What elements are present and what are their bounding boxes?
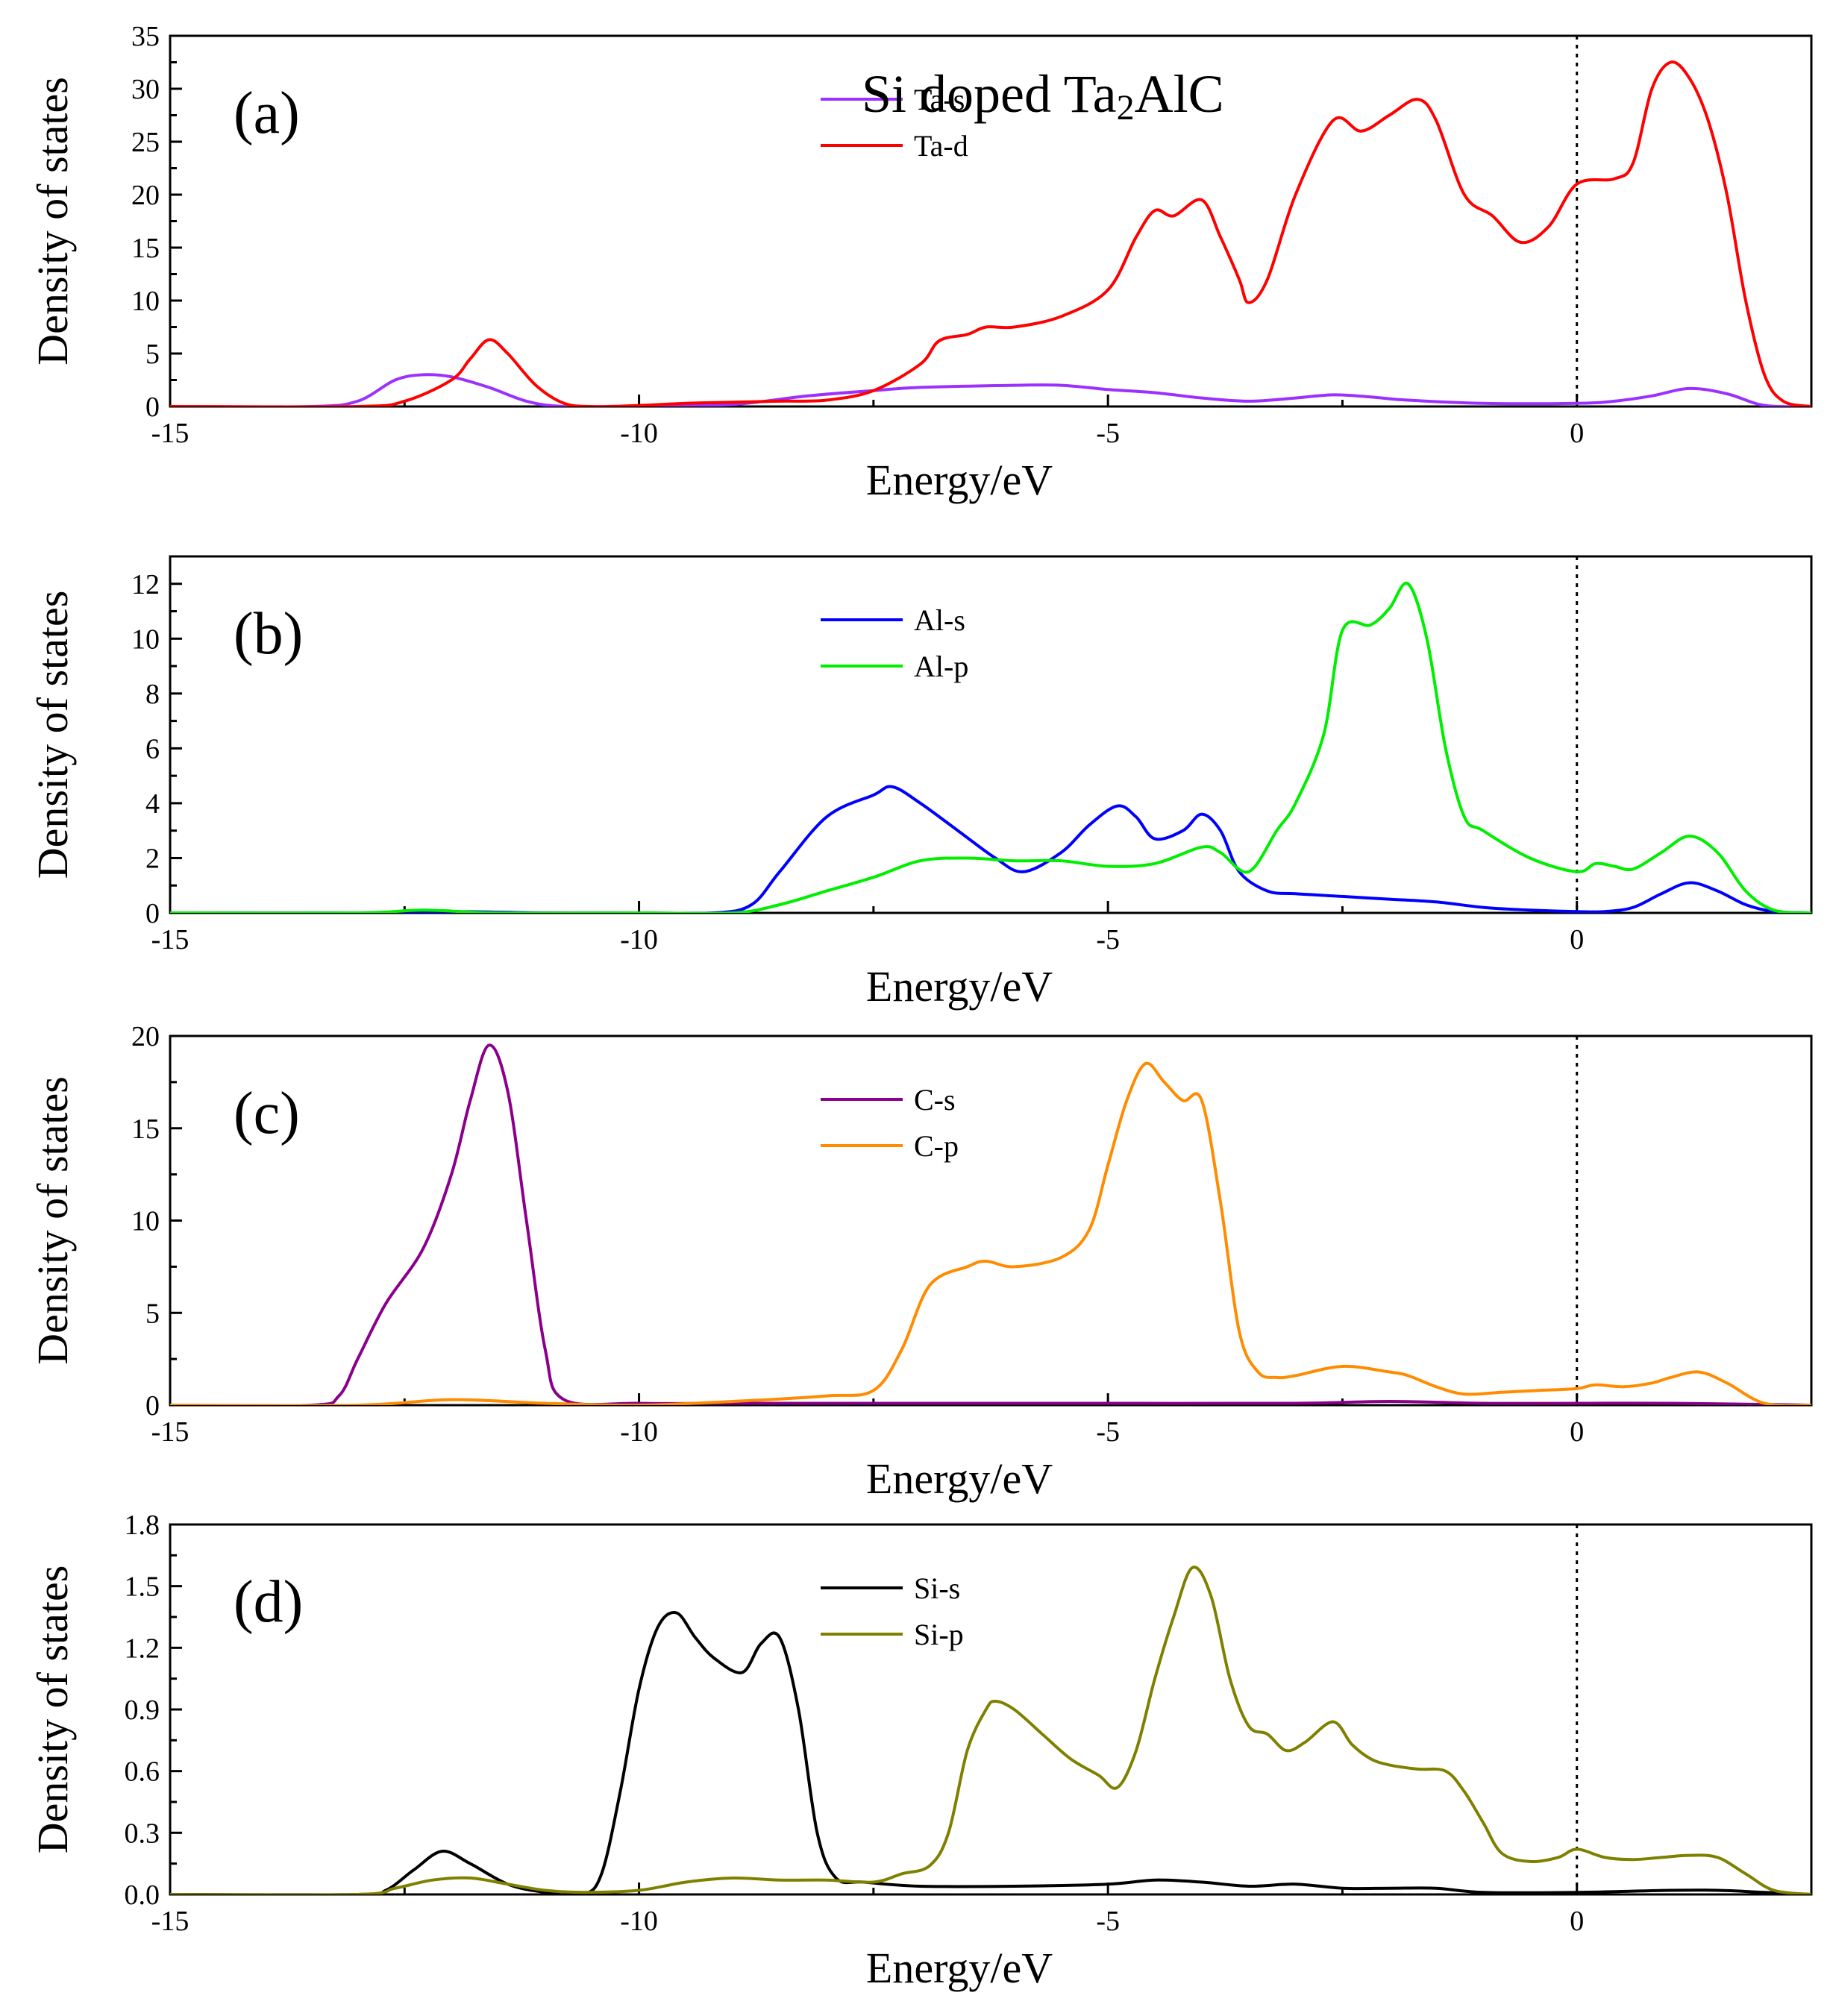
series-line-c-p: [170, 1061, 1811, 1405]
y-tick-label: 20: [131, 1021, 160, 1052]
y-axis-title: Density of states: [28, 1566, 77, 1854]
x-tick-label: -5: [1096, 924, 1120, 955]
x-tick-label: -10: [620, 924, 658, 955]
legend-label-al-s: Al-s: [914, 603, 965, 637]
panel-b: -15 -10 -5 0 0 2 4 6 8 10 12 Al-s Al-p (b) Energy/eV De…: [28, 555, 1813, 1011]
y-axis-title: Density of states: [28, 591, 77, 879]
figure-title: Si doped Ta2AlC: [862, 64, 1224, 128]
series-line-c-s: [170, 1043, 1811, 1405]
y-tick-label: 10: [131, 286, 160, 317]
legend-label-ta-d: Ta-d: [914, 129, 968, 163]
x-tick-label: -5: [1096, 1906, 1120, 1937]
x-axis-title: Energy/eV: [866, 456, 1053, 504]
y-tick-label: 0.6: [125, 1756, 160, 1788]
y-tick-label: 10: [131, 624, 160, 655]
y-tick-label: 35: [131, 21, 160, 52]
legend-label-c-p: C-p: [914, 1129, 959, 1163]
y-tick-label: 0.3: [125, 1818, 160, 1849]
y-tick-label: 1.5: [125, 1571, 160, 1603]
x-tick-label: -15: [151, 418, 189, 449]
legend-label-si-p: Si-p: [914, 1618, 964, 1651]
y-axis-title: Density of states: [28, 1076, 77, 1365]
y-tick-label: 0: [145, 898, 160, 929]
panel-label: (c): [234, 1081, 300, 1146]
y-tick-label: 1.8: [125, 1510, 160, 1541]
y-tick-label: 25: [131, 127, 160, 158]
series-line-si-p: [170, 1566, 1811, 1894]
panel-label: (b): [234, 601, 303, 667]
x-tick-label: -5: [1096, 418, 1120, 449]
y-axis-title: Density of states: [28, 77, 77, 365]
y-tick-label: 5: [145, 1298, 160, 1329]
y-tick-label: 4: [145, 788, 160, 820]
y-tick-label: 0: [145, 392, 160, 423]
y-tick-label: 0: [145, 1390, 160, 1422]
x-tick-label: -10: [620, 1416, 658, 1448]
y-tick-label: 30: [131, 74, 160, 105]
x-tick-label: -15: [151, 1906, 189, 1937]
x-tick-label: 0: [1570, 1906, 1584, 1937]
x-tick-label: -15: [151, 1416, 189, 1448]
legend-label-al-p: Al-p: [914, 650, 968, 683]
y-tick-label: 1.2: [125, 1633, 160, 1664]
series-line-ta-d: [170, 60, 1811, 406]
y-tick-label: 0.9: [125, 1695, 160, 1726]
series-line-ta-s: [170, 373, 1811, 406]
panel-label: (d): [234, 1569, 303, 1635]
x-tick-label: 0: [1570, 924, 1584, 955]
plot-frame: [169, 555, 1813, 914]
figure-title-subscript: 2: [1117, 88, 1135, 128]
legend-label-si-s: Si-s: [914, 1571, 960, 1605]
x-tick-label: -10: [620, 1906, 658, 1937]
panel-c: -15 -10 -5 0 0 5 10 15 20 C-s C-p (c) Energy/eV Densi…: [28, 1021, 1813, 1503]
y-tick-label: 12: [131, 569, 160, 600]
y-tick-label: 15: [131, 233, 160, 264]
plot-frame: [169, 1034, 1813, 1407]
y-tick-label: 20: [131, 180, 160, 211]
y-tick-label: 6: [145, 733, 160, 764]
x-tick-label: -15: [151, 924, 189, 955]
y-tick-label: 10: [131, 1206, 160, 1237]
panel-d: -15 -10 -5 0 0.0 0.3 0.6 0.9 1.2 1.5 1.8 Si-s Si-p (d…: [28, 1510, 1813, 1992]
y-tick-label: 15: [131, 1114, 160, 1145]
figure-title-suffix: AlC: [1135, 64, 1224, 124]
x-axis-title: Energy/eV: [866, 1944, 1053, 1992]
panel-label: (a): [234, 81, 300, 146]
plot-frame: [169, 1523, 1813, 1896]
x-tick-label: 0: [1570, 1416, 1584, 1448]
series-line-al-s: [170, 785, 1811, 913]
x-axis-title: Energy/eV: [866, 962, 1053, 1011]
legend-label-c-s: C-s: [914, 1083, 956, 1117]
y-tick-label: 0.0: [125, 1880, 160, 1911]
x-tick-label: -10: [620, 418, 658, 449]
x-tick-label: -5: [1096, 1416, 1120, 1448]
series-line-al-p: [170, 581, 1811, 913]
x-axis-title: Energy/eV: [866, 1454, 1053, 1503]
legend-label-ta-s: Ta-s: [914, 83, 965, 116]
figure-title-prefix: Si doped Ta: [862, 64, 1117, 124]
y-tick-label: 5: [145, 339, 160, 370]
y-tick-label: 8: [145, 679, 160, 710]
x-tick-label: 0: [1570, 418, 1584, 449]
y-tick-label: 2: [145, 843, 160, 874]
panel-a: -15 -10 -5 0 0 5 10 15 20 25 30 35 Ta-s Ta-d (a) Energy…: [28, 21, 1813, 504]
